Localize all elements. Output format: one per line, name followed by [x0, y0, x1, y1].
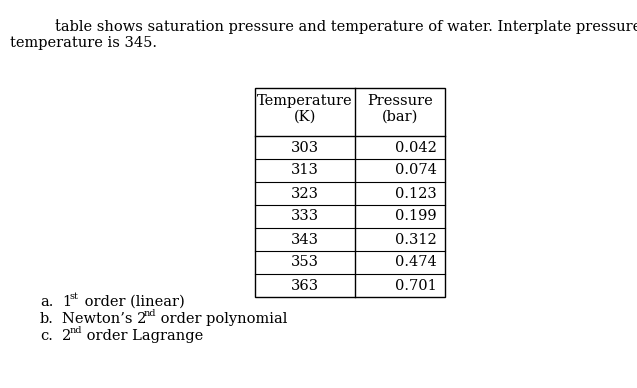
Text: 0.199: 0.199 — [396, 210, 437, 223]
Text: temperature is 345.: temperature is 345. — [10, 36, 157, 50]
Text: c.: c. — [40, 329, 53, 343]
Text: table shows saturation pressure and temperature of water. Interplate pressure wh: table shows saturation pressure and temp… — [55, 20, 637, 34]
Text: 0.123: 0.123 — [395, 187, 437, 201]
Text: (K): (K) — [294, 110, 316, 124]
Text: .: . — [55, 10, 60, 24]
Text: 2: 2 — [62, 329, 71, 343]
Text: st: st — [69, 292, 78, 301]
Text: 363: 363 — [291, 279, 319, 293]
Text: 0.074: 0.074 — [395, 163, 437, 177]
Text: 343: 343 — [291, 232, 319, 246]
Text: nd: nd — [70, 326, 83, 335]
Text: 0.474: 0.474 — [395, 256, 437, 270]
Text: 0.312: 0.312 — [395, 232, 437, 246]
Text: Temperature: Temperature — [257, 94, 353, 108]
Text: order (linear): order (linear) — [80, 295, 185, 309]
Bar — [255, 88, 445, 297]
Text: order polynomial: order polynomial — [156, 312, 287, 326]
Text: b.: b. — [40, 312, 54, 326]
Text: 1: 1 — [62, 295, 71, 309]
Text: a.: a. — [40, 295, 54, 309]
Text: 0.042: 0.042 — [395, 140, 437, 154]
Text: Newton’s 2: Newton’s 2 — [62, 312, 147, 326]
Text: 333: 333 — [291, 210, 319, 223]
Text: nd: nd — [144, 309, 157, 318]
Text: Pressure: Pressure — [367, 94, 433, 108]
Text: 353: 353 — [291, 256, 319, 270]
Text: 313: 313 — [291, 163, 319, 177]
Text: 323: 323 — [291, 187, 319, 201]
Text: 0.701: 0.701 — [395, 279, 437, 293]
Text: 303: 303 — [291, 140, 319, 154]
Text: order Lagrange: order Lagrange — [82, 329, 203, 343]
Text: (bar): (bar) — [382, 110, 418, 124]
